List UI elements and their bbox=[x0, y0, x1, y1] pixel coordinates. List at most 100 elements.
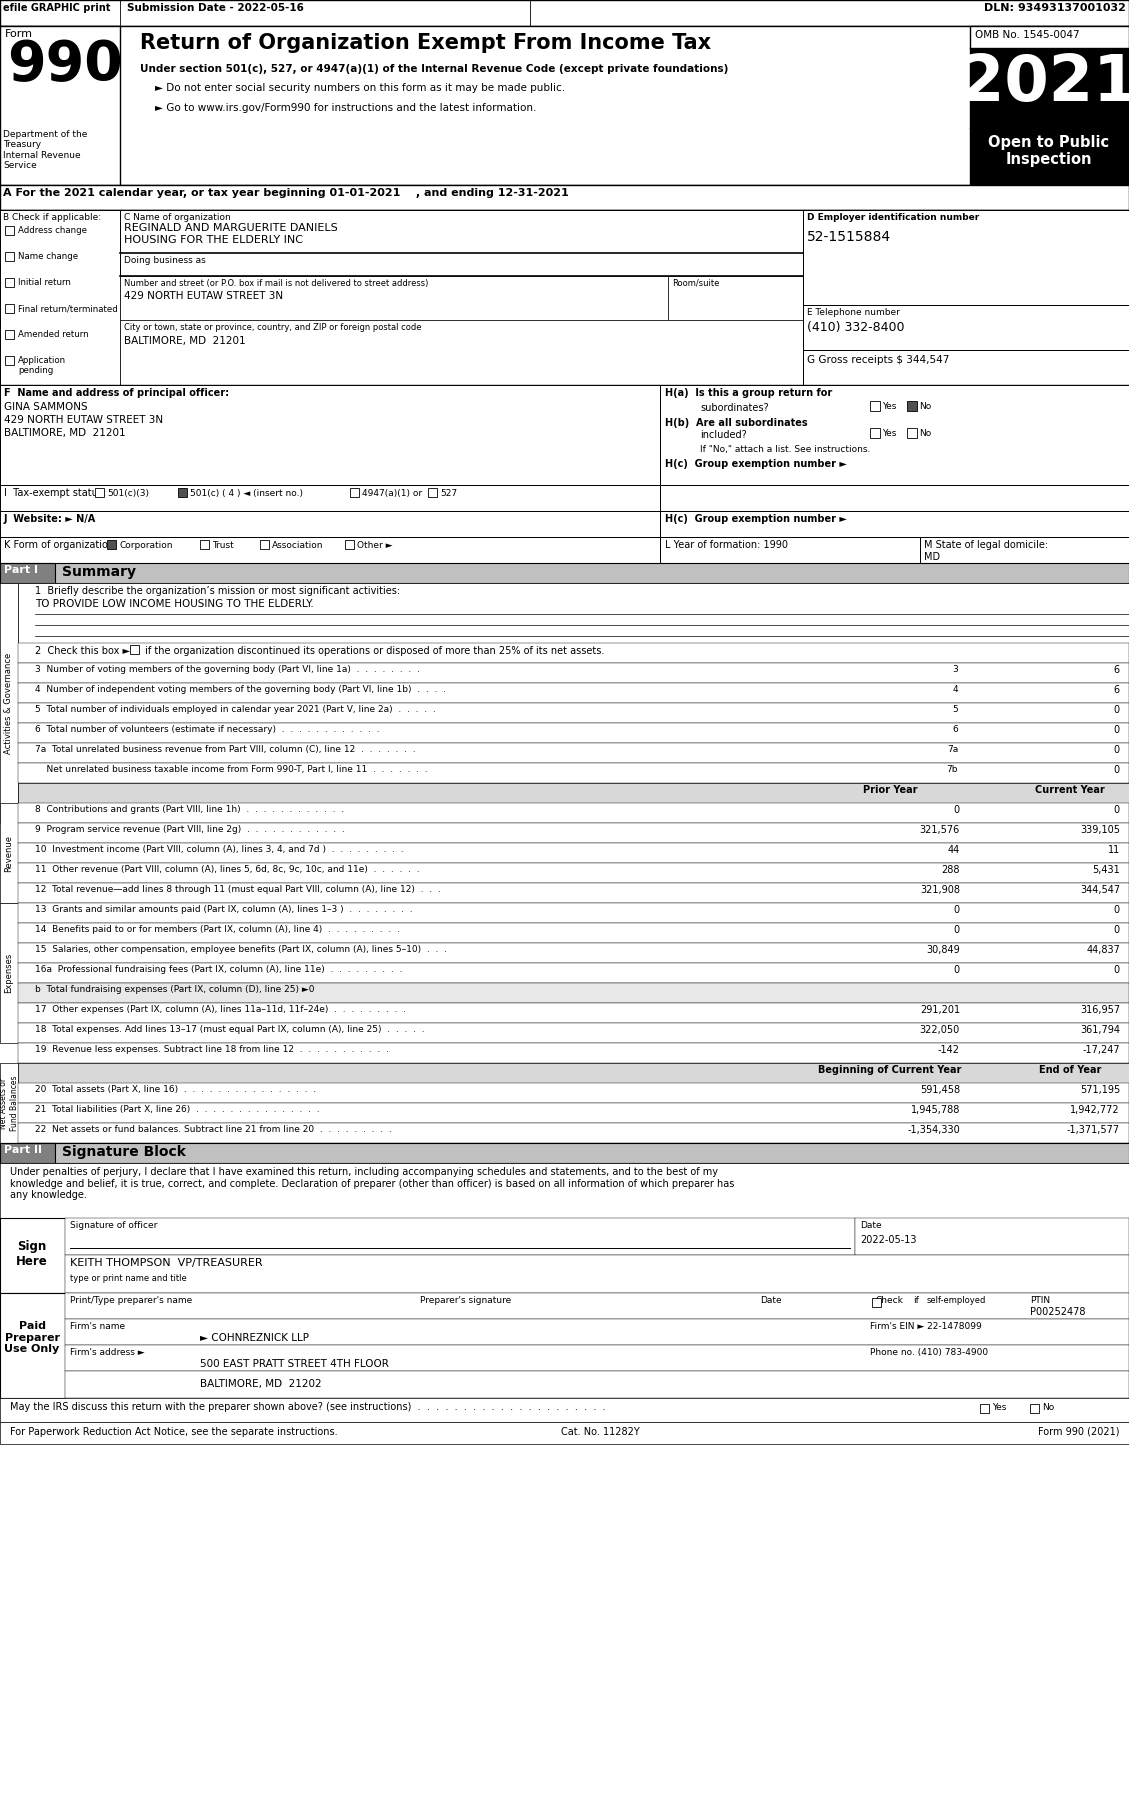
Text: PTIN: PTIN bbox=[1030, 1295, 1050, 1304]
Text: Part I: Part I bbox=[5, 564, 38, 575]
Text: MD: MD bbox=[924, 551, 940, 562]
Text: 0: 0 bbox=[954, 925, 960, 934]
Text: 44: 44 bbox=[947, 845, 960, 854]
Bar bbox=[18, 704, 1129, 724]
Text: Net unrelated business taxable income from Form 990-T, Part I, line 11  .  .  . : Net unrelated business taxable income fr… bbox=[35, 766, 428, 775]
Text: 1,945,788: 1,945,788 bbox=[911, 1105, 960, 1116]
Text: 3: 3 bbox=[952, 666, 959, 675]
Bar bbox=[0, 210, 1129, 385]
Text: 18  Total expenses. Add lines 13–17 (must equal Part IX, column (A), line 25)  .: 18 Total expenses. Add lines 13–17 (must… bbox=[35, 1025, 425, 1034]
Bar bbox=[660, 385, 1129, 484]
Bar bbox=[0, 1143, 1129, 1163]
Bar bbox=[0, 1422, 1129, 1444]
Text: 6: 6 bbox=[1114, 666, 1120, 675]
Text: Print/Type preparer's name: Print/Type preparer's name bbox=[70, 1295, 192, 1304]
Text: L Year of formation: 1990: L Year of formation: 1990 bbox=[665, 541, 788, 550]
Text: 361,794: 361,794 bbox=[1080, 1025, 1120, 1036]
Bar bbox=[65, 1293, 1129, 1319]
Text: Cat. No. 11282Y: Cat. No. 11282Y bbox=[561, 1428, 639, 1437]
Text: 21  Total liabilities (Part X, line 26)  .  .  .  .  .  .  .  .  .  .  .  .  .  : 21 Total liabilities (Part X, line 26) .… bbox=[35, 1105, 320, 1114]
Bar bbox=[18, 582, 1129, 642]
Bar bbox=[980, 1404, 989, 1413]
Text: Paid
Preparer
Use Only: Paid Preparer Use Only bbox=[5, 1321, 60, 1355]
Text: b  Total fundraising expenses (Part IX, column (D), line 25) ►0: b Total fundraising expenses (Part IX, c… bbox=[35, 985, 315, 994]
Text: Department of the
Treasury
Internal Revenue
Service: Department of the Treasury Internal Reve… bbox=[3, 131, 87, 171]
Bar bbox=[0, 562, 55, 582]
Bar bbox=[65, 1371, 1129, 1399]
Bar bbox=[1030, 1404, 1039, 1413]
Text: K Form of organization:: K Form of organization: bbox=[5, 541, 117, 550]
Bar bbox=[0, 210, 120, 385]
Text: HOUSING FOR THE ELDERLY INC: HOUSING FOR THE ELDERLY INC bbox=[124, 236, 303, 245]
Bar bbox=[65, 1217, 855, 1255]
Text: For Paperwork Reduction Act Notice, see the separate instructions.: For Paperwork Reduction Act Notice, see … bbox=[10, 1428, 338, 1437]
Bar bbox=[0, 537, 660, 562]
Text: 0: 0 bbox=[1114, 746, 1120, 755]
Bar bbox=[18, 804, 1129, 824]
Bar bbox=[668, 276, 803, 319]
Text: -17,247: -17,247 bbox=[1083, 1045, 1120, 1056]
Text: Name change: Name change bbox=[18, 252, 78, 261]
Text: 322,050: 322,050 bbox=[920, 1025, 960, 1036]
Text: Date: Date bbox=[760, 1295, 781, 1304]
Text: Part II: Part II bbox=[5, 1145, 42, 1156]
Bar bbox=[18, 824, 1129, 844]
Bar bbox=[660, 512, 1129, 537]
Bar bbox=[18, 903, 1129, 923]
Text: 0: 0 bbox=[1114, 766, 1120, 775]
Bar bbox=[803, 210, 1129, 305]
Text: 19  Revenue less expenses. Subtract line 18 from line 12  .  .  .  .  .  .  .  .: 19 Revenue less expenses. Subtract line … bbox=[35, 1045, 388, 1054]
Text: B Check if applicable:: B Check if applicable: bbox=[3, 212, 102, 221]
Text: 11  Other revenue (Part VIII, column (A), lines 5, 6d, 8c, 9c, 10c, and 11e)  . : 11 Other revenue (Part VIII, column (A),… bbox=[35, 865, 420, 874]
Bar bbox=[0, 1217, 1129, 1293]
Text: 291,201: 291,201 bbox=[920, 1005, 960, 1016]
Text: Form: Form bbox=[5, 29, 33, 38]
Text: 0: 0 bbox=[1114, 965, 1120, 974]
Text: H(c)  Group exemption number ►: H(c) Group exemption number ► bbox=[665, 459, 847, 470]
Bar bbox=[5, 278, 14, 287]
Text: 6  Total number of volunteers (estimate if necessary)  .  .  .  .  .  .  .  .  .: 6 Total number of volunteers (estimate i… bbox=[35, 726, 379, 735]
Text: 339,105: 339,105 bbox=[1080, 825, 1120, 834]
Bar bbox=[18, 642, 1129, 662]
Bar bbox=[18, 844, 1129, 863]
Text: OMB No. 1545-0047: OMB No. 1545-0047 bbox=[975, 31, 1079, 40]
Text: 1,942,772: 1,942,772 bbox=[1070, 1105, 1120, 1116]
Text: C Name of organization: C Name of organization bbox=[124, 212, 230, 221]
Text: 10  Investment income (Part VIII, column (A), lines 3, 4, and 7d )  .  .  .  .  : 10 Investment income (Part VIII, column … bbox=[35, 845, 404, 854]
Text: Prior Year: Prior Year bbox=[863, 785, 917, 795]
Text: efile GRAPHIC print: efile GRAPHIC print bbox=[3, 4, 111, 13]
Text: 288: 288 bbox=[942, 865, 960, 874]
Text: 7a  Total unrelated business revenue from Part VIII, column (C), line 12  .  .  : 7a Total unrelated business revenue from… bbox=[35, 746, 415, 755]
Bar bbox=[0, 385, 1129, 484]
Bar bbox=[18, 863, 1129, 883]
Bar bbox=[18, 923, 1129, 943]
Text: ► Do not enter social security numbers on this form as it may be made public.: ► Do not enter social security numbers o… bbox=[155, 83, 566, 93]
Bar bbox=[970, 25, 1129, 185]
Bar bbox=[18, 943, 1129, 963]
Text: BALTIMORE, MD  21201: BALTIMORE, MD 21201 bbox=[124, 336, 246, 346]
Text: 429 NORTH EUTAW STREET 3N: 429 NORTH EUTAW STREET 3N bbox=[5, 415, 163, 424]
Bar bbox=[5, 227, 14, 236]
Text: P00252478: P00252478 bbox=[1030, 1308, 1085, 1317]
Bar bbox=[0, 1293, 65, 1399]
Text: Summary: Summary bbox=[62, 564, 135, 579]
Text: 0: 0 bbox=[1114, 805, 1120, 814]
Bar bbox=[107, 541, 116, 550]
Text: 6: 6 bbox=[1114, 686, 1120, 695]
Text: 20  Total assets (Part X, line 16)  .  .  .  .  .  .  .  .  .  .  .  .  .  .  . : 20 Total assets (Part X, line 16) . . . … bbox=[35, 1085, 316, 1094]
Bar bbox=[120, 319, 803, 385]
Bar bbox=[65, 1344, 1129, 1371]
Bar bbox=[0, 1063, 18, 1143]
Bar bbox=[18, 1103, 1129, 1123]
Text: -142: -142 bbox=[938, 1045, 960, 1056]
Bar bbox=[872, 1299, 881, 1308]
Text: 321,576: 321,576 bbox=[920, 825, 960, 834]
Text: Association: Association bbox=[272, 541, 324, 550]
Bar bbox=[0, 582, 18, 824]
Bar bbox=[65, 1255, 1129, 1293]
Bar bbox=[0, 0, 1129, 25]
Bar bbox=[65, 1319, 1129, 1344]
Text: 14  Benefits paid to or for members (Part IX, column (A), line 4)  .  .  .  .  .: 14 Benefits paid to or for members (Part… bbox=[35, 925, 400, 934]
Text: ► COHNREZNICK LLP: ► COHNREZNICK LLP bbox=[200, 1333, 309, 1342]
Text: 17  Other expenses (Part IX, column (A), lines 11a–11d, 11f–24e)  .  .  .  .  . : 17 Other expenses (Part IX, column (A), … bbox=[35, 1005, 406, 1014]
